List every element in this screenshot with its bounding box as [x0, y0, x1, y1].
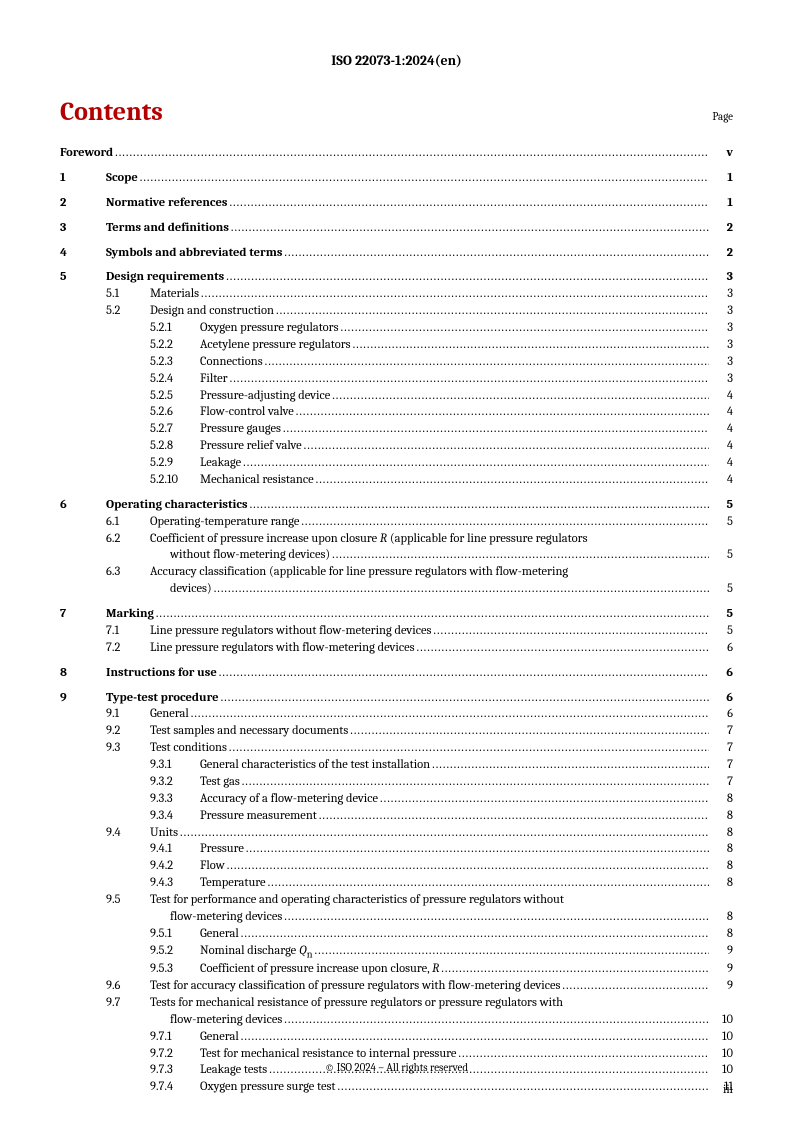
toc-s9-4-2: 9.4.2 Flow 8 — [60, 858, 733, 875]
toc-s9-5a: 9.5 Test for performance and operating c… — [60, 892, 733, 909]
toc-s9: 9 Type-test procedure 6 — [60, 690, 733, 707]
toc-s9-7-4: 9.7.4 Oxygen pressure surge test 11 — [60, 1079, 733, 1096]
footer-page-number: iii — [723, 1082, 733, 1096]
toc-s9-7-1: 9.7.1 General 10 — [60, 1029, 733, 1046]
toc-s9-5b: flow-metering devices 8 — [60, 909, 733, 926]
toc-s9-3-1: 9.3.1 General characteristics of the tes… — [60, 757, 733, 774]
toc-s5-2-10: 5.2.10 Mechanical resistance 4 — [60, 472, 733, 489]
toc-s6-3b: devices) 5 — [60, 581, 733, 598]
toc-title: Foreword — [60, 146, 115, 160]
toc-s9-3: 9.3 Test conditions 7 — [60, 740, 733, 757]
toc-s6: 6 Operating characteristics 5 — [60, 497, 733, 514]
toc-s9-4-1: 9.4.1 Pressure 8 — [60, 841, 733, 858]
toc-s9-2: 9.2 Test samples and necessary documents… — [60, 723, 733, 740]
toc-s9-5-1: 9.5.1 General 8 — [60, 926, 733, 943]
toc-s5-1: 5.1 Materials 3 — [60, 286, 733, 303]
toc-s8: 8 Instructions for use 6 — [60, 665, 733, 682]
toc-s9-5-3: 9.5.3 Coefficient of pressure increase u… — [60, 961, 733, 978]
toc-s9-6: 9.6 Test for accuracy classification of … — [60, 978, 733, 995]
toc-s5: 5 Design requirements 3 — [60, 269, 733, 286]
toc-s9-7a: 9.7 Tests for mechanical resistance of p… — [60, 995, 733, 1012]
toc: Foreword v 1 Scope 1 2 Normative referen… — [60, 145, 733, 1096]
toc-s9-4: 9.4 Units 8 — [60, 825, 733, 842]
toc-s7: 7 Marking 5 — [60, 606, 733, 623]
contents-title: Contents — [60, 97, 163, 127]
toc-s5-2-2: 5.2.2 Acetylene pressure regulators 3 — [60, 337, 733, 354]
toc-s9-3-3: 9.3.3 Accuracy of a flow-metering device… — [60, 791, 733, 808]
toc-s9-1: 9.1 General 6 — [60, 706, 733, 723]
toc-s9-5-2: 9.5.2 Nominal discharge Qn 9 — [60, 943, 733, 962]
toc-s5-2-4: 5.2.4 Filter 3 — [60, 371, 733, 388]
toc-s5-2-6: 5.2.6 Flow-control valve 4 — [60, 404, 733, 421]
toc-s7-2: 7.2 Line pressure regulators with flow-m… — [60, 640, 733, 657]
toc-s5-2: 5.2 Design and construction 3 — [60, 303, 733, 320]
toc-s5-2-9: 5.2.9 Leakage 4 — [60, 455, 733, 472]
toc-foreword: Foreword v — [60, 145, 733, 162]
toc-s6-2a: 6.2 Coefficient of pressure increase upo… — [60, 531, 733, 548]
toc-s4: 4 Symbols and abbreviated terms 2 — [60, 245, 733, 262]
toc-s5-2-5: 5.2.5 Pressure-adjusting device 4 — [60, 388, 733, 405]
toc-s5-2-7: 5.2.7 Pressure gauges 4 — [60, 421, 733, 438]
toc-s9-7b: flow-metering devices 10 — [60, 1012, 733, 1029]
toc-s1: 1 Scope 1 — [60, 170, 733, 187]
toc-s6-3a: 6.3 Accuracy classification (applicable … — [60, 564, 733, 581]
toc-s5-2-3: 5.2.3 Connections 3 — [60, 354, 733, 371]
contents-title-row: Contents Page — [60, 97, 733, 127]
toc-page: v — [709, 145, 733, 162]
footer-copyright: © ISO 2024 – All rights reserved — [0, 1061, 793, 1074]
toc-s5-2-8: 5.2.8 Pressure relief valve 4 — [60, 438, 733, 455]
toc-s2: 2 Normative references 1 — [60, 195, 733, 212]
toc-s9-3-2: 9.3.2 Test gas 7 — [60, 774, 733, 791]
toc-s6-2b: without flow-metering devices) 5 — [60, 547, 733, 564]
toc-s5-2-1: 5.2.1 Oxygen pressure regulators 3 — [60, 320, 733, 337]
toc-s9-3-4: 9.3.4 Pressure measurement 8 — [60, 808, 733, 825]
toc-s6-1: 6.1 Operating-temperature range 5 — [60, 514, 733, 531]
doc-header: ISO 22073-1:2024(en) — [60, 52, 733, 69]
toc-s7-1: 7.1 Line pressure regulators without flo… — [60, 623, 733, 640]
toc-s9-7-2: 9.7.2 Test for mechanical resistance to … — [60, 1046, 733, 1063]
page-label: Page — [712, 110, 733, 123]
toc-s9-4-3: 9.4.3 Temperature 8 — [60, 875, 733, 892]
toc-s3: 3 Terms and definitions 2 — [60, 220, 733, 237]
